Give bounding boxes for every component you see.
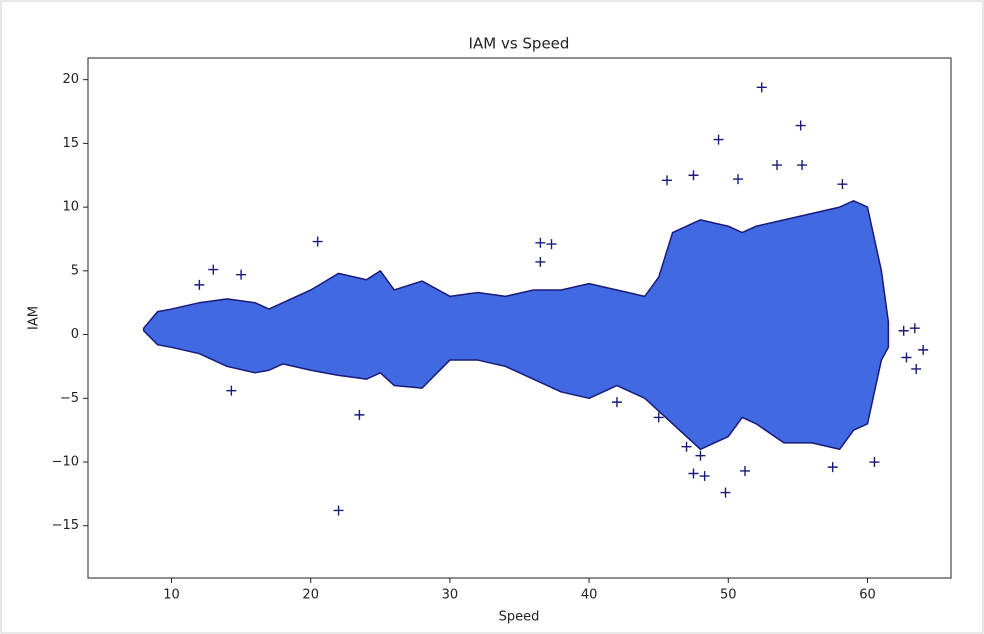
point xyxy=(720,487,731,498)
y-tick-label: −5 xyxy=(60,391,79,406)
y-tick-label: 0 xyxy=(71,327,79,342)
point xyxy=(546,239,557,250)
point xyxy=(909,323,920,334)
chart-title: IAM vs Speed xyxy=(469,35,570,53)
x-tick-label: 50 xyxy=(720,588,737,603)
point xyxy=(911,363,922,374)
point xyxy=(772,160,783,171)
point xyxy=(827,462,838,473)
point xyxy=(208,264,219,275)
point xyxy=(733,174,744,185)
point-cloud xyxy=(142,199,890,451)
point xyxy=(194,279,205,290)
point xyxy=(226,385,237,396)
point xyxy=(869,457,880,468)
point xyxy=(898,325,909,336)
point xyxy=(611,397,622,408)
y-tick-label: 20 xyxy=(62,72,79,87)
point xyxy=(236,269,247,280)
point xyxy=(837,179,848,190)
y-tick-label: −10 xyxy=(52,455,79,470)
point xyxy=(662,175,673,186)
y-tick-label: 15 xyxy=(62,136,79,151)
point xyxy=(333,505,344,516)
x-tick-label: 10 xyxy=(163,588,180,603)
x-tick-label: 40 xyxy=(581,588,598,603)
point xyxy=(739,465,750,476)
x-tick-label: 30 xyxy=(442,588,459,603)
point xyxy=(797,160,808,171)
x-tick-label: 60 xyxy=(859,588,876,603)
point xyxy=(695,450,706,461)
point xyxy=(535,237,546,248)
point xyxy=(312,236,323,247)
point xyxy=(713,134,724,145)
y-tick-label: 5 xyxy=(71,263,79,278)
point xyxy=(756,82,767,93)
x-tick-label: 20 xyxy=(302,588,319,603)
point xyxy=(354,409,365,420)
point xyxy=(688,468,699,479)
y-tick-label: −15 xyxy=(52,518,79,533)
y-axis-label: IAM xyxy=(27,306,42,330)
point xyxy=(901,352,912,363)
point xyxy=(918,344,929,355)
point xyxy=(688,170,699,181)
point xyxy=(535,256,546,267)
point xyxy=(699,471,710,482)
point xyxy=(795,120,806,131)
point xyxy=(653,412,664,423)
point xyxy=(681,441,692,452)
y-tick-label: 10 xyxy=(62,200,79,215)
x-axis-label: Speed xyxy=(499,610,540,625)
plot-area xyxy=(87,57,952,579)
